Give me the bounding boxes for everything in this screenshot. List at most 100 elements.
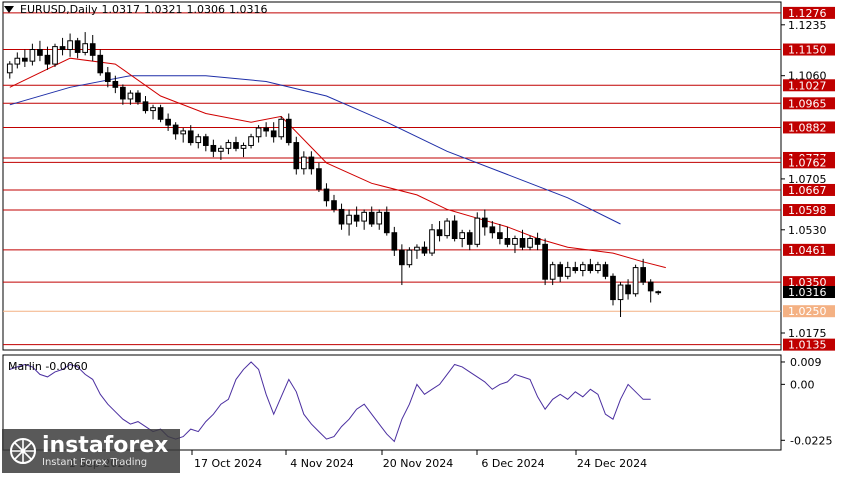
symbol-label: EURUSD,Daily [20,3,98,16]
candle-body [120,86,126,100]
candle-body [595,264,601,271]
candle-body [29,49,36,62]
candle-body [331,200,337,210]
candle-body [135,92,141,103]
candle-body [519,238,526,248]
candle-body [451,220,458,240]
candle-body [248,136,254,146]
candle-body [255,127,262,138]
low-value: 1.0306 [186,3,225,16]
level-label: 1.0598 [788,204,827,217]
candle-body [376,211,383,225]
candle-body [278,118,285,138]
candle-body [617,284,624,301]
candle-body [97,54,104,74]
level-tag [783,305,835,318]
candle-body [82,43,89,53]
time-label: 6 Dec 2024 [481,457,544,470]
osc-tick-label: 0.009 [790,356,822,369]
candle-body [180,130,187,135]
instaforex-logo: instaforex Instant Forex Trading [2,429,180,473]
candle-body [346,214,352,225]
candle-body [602,264,609,277]
osc-tick-label: 0.00 [790,378,815,391]
candle-body [233,142,239,149]
candle-body [640,267,646,283]
candle-body [127,92,134,100]
candle-body [406,249,413,266]
level-label: 1.0965 [788,97,827,110]
level-tag [783,6,835,19]
oscillator-title: Marlin -0.0060 [8,360,88,373]
price-panel[interactable] [2,1,782,351]
candle-body [308,156,315,170]
candle-body [150,107,156,112]
candle-body [587,264,594,271]
candle-body [285,118,292,144]
candle-body [368,211,375,225]
level-tag [783,243,835,256]
price-axis: 1.1235 1.1060 1.0705 1.0530 1.0175 [781,19,827,340]
candle-body [421,246,428,254]
level-tag [783,204,835,217]
candle-body [414,246,420,251]
chevron-down-icon[interactable] [4,6,14,13]
candle-body [549,264,556,280]
candle-body [14,57,21,65]
candle-body [399,249,405,266]
level-tag [783,183,835,196]
close-value: 1.0316 [228,3,268,16]
price-tick-label: 1.0705 [788,173,827,186]
candle-body [610,275,616,301]
level-tag [783,43,835,56]
level-tag [783,338,835,351]
candle-body [112,81,119,88]
candle-body [67,40,73,51]
candle-body [52,46,58,65]
time-label: 17 Oct 2024 [194,457,262,470]
candles-layer [6,32,662,318]
candle-body [474,217,481,245]
candle-body [59,46,66,51]
candle-body [489,226,496,234]
level-tag [783,79,835,92]
candle-body [572,267,579,271]
candle-body [353,214,360,222]
time-label: 4 Nov 2024 [290,457,353,470]
candle-body [293,142,300,170]
marlin-line [9,361,651,443]
price-tick-label: 1.0175 [788,327,827,340]
candle-body [218,147,224,152]
price-tick-label: 1.1060 [788,70,827,83]
candle-body [579,264,586,271]
candle-body [323,188,330,202]
current-price-tag [783,286,835,299]
oscillator-layer: 0.009 0.00 -0.0225 [9,356,832,447]
watermark-brand: instaforex [42,432,169,458]
candle-body [142,101,149,112]
candle-body [240,144,247,149]
candle-body [202,136,209,146]
candle-body [436,229,443,237]
level-label: 1.1276 [788,7,827,20]
open-value: 1.0317 [101,3,140,16]
candle-body [564,267,571,277]
level-label: 1.1150 [788,44,827,57]
time-label: 24 Dec 2024 [577,457,647,470]
level-tag [783,121,835,134]
level-label: 1.0762 [788,156,827,169]
candle-body [466,232,473,245]
candle-body [391,232,398,251]
candle-body [22,57,28,62]
candle-body [6,63,13,74]
candle-body [301,156,307,170]
candle-body [74,40,81,53]
candle-body [444,220,450,237]
candle-body [497,232,503,240]
watermark-tagline: Instant Forex Trading [42,456,148,468]
level-tag [783,156,835,169]
candle-body [338,208,345,225]
candle-body [534,238,541,245]
